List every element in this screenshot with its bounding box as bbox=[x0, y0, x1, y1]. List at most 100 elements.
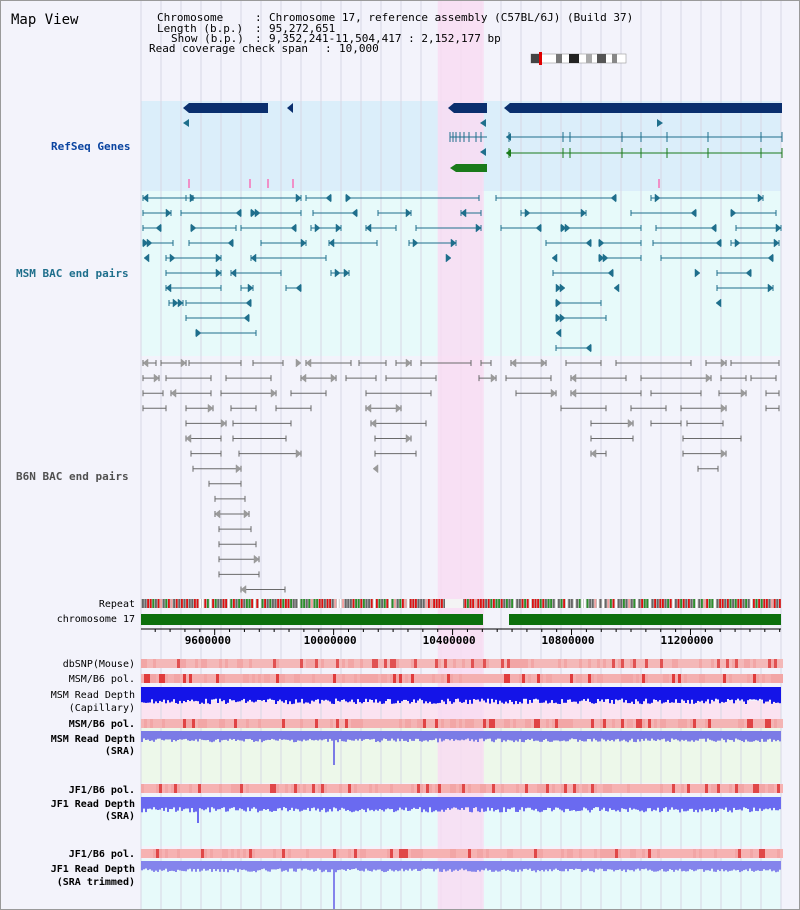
msm-b6-pol-cell bbox=[255, 674, 258, 683]
repeat-mark bbox=[313, 599, 316, 608]
dbsnp-cell bbox=[693, 659, 696, 668]
msm-bac-end-pairs[interactable] bbox=[142, 193, 782, 353]
msm-depth-capillary-bar bbox=[735, 687, 737, 701]
msm-depth-capillary-bar bbox=[535, 687, 537, 699]
jf1-depth-sra-bar bbox=[377, 797, 379, 811]
dbsnp-cell bbox=[483, 659, 486, 668]
jf1-depth-trim-bar bbox=[733, 861, 735, 870]
repeat-mark bbox=[214, 599, 217, 608]
gene-arrow-icon[interactable] bbox=[657, 119, 663, 127]
jf1-depth-trim-bar bbox=[237, 861, 239, 873]
jf1-b6-pol-cell bbox=[549, 784, 552, 793]
msm-depth-capillary-bar bbox=[319, 687, 321, 704]
msm-depth-sra-bar bbox=[177, 731, 179, 740]
repeat-mark bbox=[578, 599, 581, 608]
msm-b6-pol-2-cell bbox=[378, 719, 381, 728]
jf1-b6-pol-2-cell bbox=[318, 849, 321, 858]
msm-b6-pol-cell bbox=[543, 674, 546, 683]
chromosome-ideogram[interactable] bbox=[530, 52, 627, 65]
gene-block[interactable] bbox=[189, 103, 268, 113]
msm-depth-capillary-bar bbox=[717, 687, 719, 700]
jf1-depth-sra-bar bbox=[289, 797, 291, 810]
gene-arrow-icon[interactable] bbox=[504, 103, 510, 113]
jf1-b6-pol-cell bbox=[303, 784, 306, 793]
jf1-depth-sra-bar bbox=[199, 797, 201, 809]
jf1-depth-sra-bar bbox=[303, 797, 305, 810]
msm-end-arrow-icon bbox=[767, 283, 774, 293]
jf1-b6-pol-cell bbox=[585, 784, 588, 793]
gene-arrow-icon[interactable] bbox=[448, 103, 454, 113]
msm-b6-pol-cell bbox=[690, 674, 693, 683]
dbsnp-cell bbox=[495, 659, 498, 668]
msm-b6-pol-2-cell bbox=[576, 719, 579, 728]
gene-arrow-icon[interactable] bbox=[183, 119, 189, 127]
jf1-b6-pol-cell bbox=[510, 784, 513, 793]
repeat-mark bbox=[560, 599, 563, 608]
gene-arrow-icon[interactable] bbox=[480, 119, 486, 127]
chromosome-bar-left[interactable] bbox=[141, 614, 483, 625]
jf1-b6-pol-cell bbox=[729, 784, 732, 793]
dbsnp-cell bbox=[144, 659, 147, 668]
gene-arrow-icon[interactable] bbox=[287, 103, 293, 113]
msm-depth-sra-bar bbox=[593, 731, 595, 739]
refseq-genes[interactable] bbox=[183, 103, 783, 188]
jf1-b6-pol-2-cell bbox=[294, 849, 297, 858]
dbsnp-cell bbox=[636, 659, 639, 668]
dbsnp-cell bbox=[486, 659, 489, 668]
msm-b6-pol-2-cell bbox=[246, 719, 249, 728]
jf1-depth-sra-bar bbox=[599, 797, 601, 811]
msm-depth-sra-bar bbox=[693, 731, 695, 742]
b6n-bac-end-pairs[interactable] bbox=[142, 358, 780, 595]
jf1-b6-pol-cell bbox=[147, 784, 150, 793]
repeat-mark bbox=[196, 599, 199, 608]
msm-depth-sra-bar bbox=[589, 731, 591, 740]
msm-b6-pol-2-cell bbox=[519, 719, 522, 728]
jf1-depth-trim-bar bbox=[377, 861, 379, 870]
msm-depth-capillary-bar bbox=[577, 687, 579, 704]
chromosome-bar-right[interactable] bbox=[509, 614, 781, 625]
msm-depth-sra-bar bbox=[577, 731, 579, 742]
jf1-depth-sra-bar bbox=[633, 797, 635, 809]
jf1-b6-pol-cell bbox=[261, 784, 264, 793]
jf1-depth-sra-bar bbox=[311, 797, 313, 809]
msm-end-arrow-icon bbox=[335, 223, 342, 233]
dbsnp-cell bbox=[429, 659, 432, 668]
repeat-mark bbox=[253, 599, 256, 608]
msm-end-arrow-icon bbox=[365, 223, 372, 233]
msm-b6-pol-2-cell bbox=[612, 719, 615, 728]
jf1-depth-sra-bar bbox=[293, 797, 295, 811]
repeat-mark bbox=[422, 599, 425, 608]
gene-block[interactable] bbox=[456, 164, 487, 172]
gene-block[interactable] bbox=[510, 103, 782, 113]
gene-arrow-icon[interactable] bbox=[480, 148, 486, 156]
msm-depth-capillary-bar bbox=[451, 687, 453, 704]
msm-depth-sra-bar bbox=[649, 731, 651, 741]
msm-end-arrow-icon bbox=[247, 283, 254, 293]
jf1-depth-trim-bar bbox=[737, 861, 739, 870]
jf1-depth-sra-bar bbox=[207, 797, 209, 808]
msm-depth-sra-bar bbox=[703, 731, 705, 739]
jf1-depth-sra-bar bbox=[517, 797, 519, 812]
jf1-depth-trim-bar bbox=[437, 861, 439, 869]
msm-depth-sra-bar bbox=[539, 731, 541, 742]
gene-arrow-icon[interactable] bbox=[450, 164, 456, 172]
msm-depth-sra-bar bbox=[417, 731, 419, 739]
jf1-depth-trim-bar bbox=[769, 861, 771, 870]
msm-depth-capillary-bar bbox=[429, 687, 431, 702]
msm-end-arrow-icon bbox=[560, 223, 567, 233]
gene-arrow-icon[interactable] bbox=[183, 103, 189, 113]
jf1-b6-pol-cell bbox=[594, 784, 597, 793]
msm-depth-capillary-bar bbox=[431, 687, 433, 704]
variation-and-depth-tracks[interactable] bbox=[141, 659, 783, 909]
msm-depth-sra-bar bbox=[339, 731, 341, 739]
jf1-b6-pol-2-cell bbox=[393, 849, 396, 858]
jf1-depth-trim-bar bbox=[145, 861, 147, 869]
gene-block[interactable] bbox=[454, 103, 487, 113]
msm-end-arrow-icon bbox=[165, 208, 172, 218]
msm-b6-pol-2-cell bbox=[660, 719, 663, 728]
jf1-b6-pol-cell bbox=[312, 784, 315, 793]
jf1-depth-sra-bar bbox=[587, 797, 589, 811]
msm-b6-pol-2-cell bbox=[510, 719, 513, 728]
chromosome-value: Chromosome 17, reference assembly (C57BL… bbox=[269, 11, 633, 24]
